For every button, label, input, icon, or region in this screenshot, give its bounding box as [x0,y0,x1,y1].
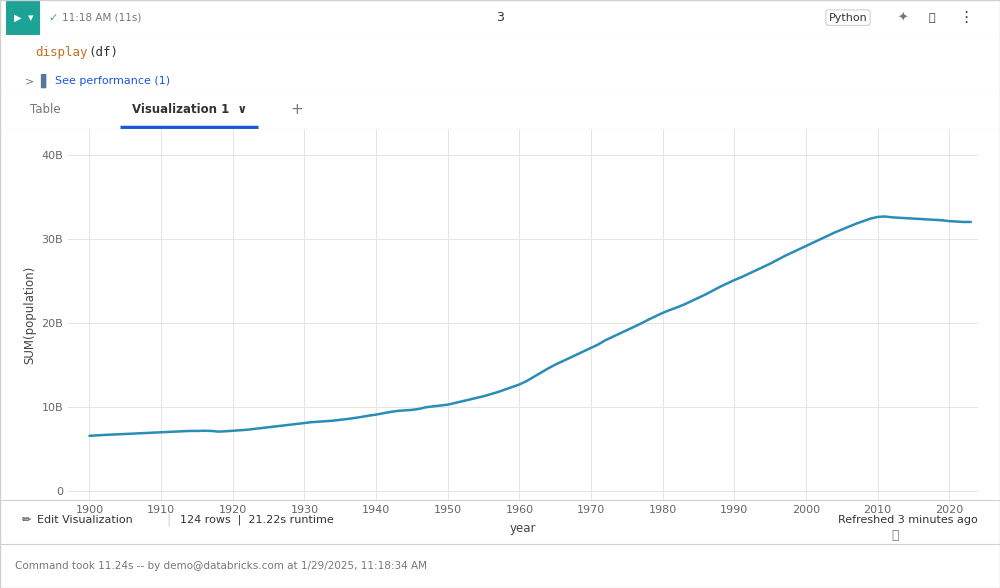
FancyBboxPatch shape [6,0,40,101]
Text: Command took 11.24s -- by demo@databricks.com at 1/29/2025, 11:18:34 AM: Command took 11.24s -- by demo@databrick… [15,561,427,571]
Text: 3: 3 [496,11,504,24]
Text: (df): (df) [88,46,118,59]
Text: Refreshed 3 minutes ago: Refreshed 3 minutes ago [838,514,978,524]
Text: 11:18 AM (11s): 11:18 AM (11s) [62,12,141,23]
Text: See performance (1): See performance (1) [55,76,170,86]
Text: ▾: ▾ [28,12,34,23]
Text: Python: Python [829,12,867,23]
Text: ▶: ▶ [14,12,22,23]
Y-axis label: SUM(population): SUM(population) [23,265,36,364]
Text: ✏: ✏ [22,514,31,524]
Text: ⤡: ⤡ [891,529,899,542]
Text: +: + [291,102,303,118]
Text: Visualization 1  ∨: Visualization 1 ∨ [132,103,248,116]
Text: ✓: ✓ [48,12,57,23]
Text: Edit Visualization: Edit Visualization [37,514,133,524]
X-axis label: year: year [510,522,536,534]
Text: ▌: ▌ [40,74,51,88]
Text: ✦: ✦ [898,11,908,24]
Text: 124 rows  |  21.22s runtime: 124 rows | 21.22s runtime [180,514,334,525]
Text: ⋮: ⋮ [958,10,974,25]
Text: |: | [166,513,170,526]
Text: >: > [25,76,34,86]
Text: Table: Table [30,103,60,116]
Text: ⬜: ⬜ [929,12,935,23]
Text: display: display [35,46,88,59]
